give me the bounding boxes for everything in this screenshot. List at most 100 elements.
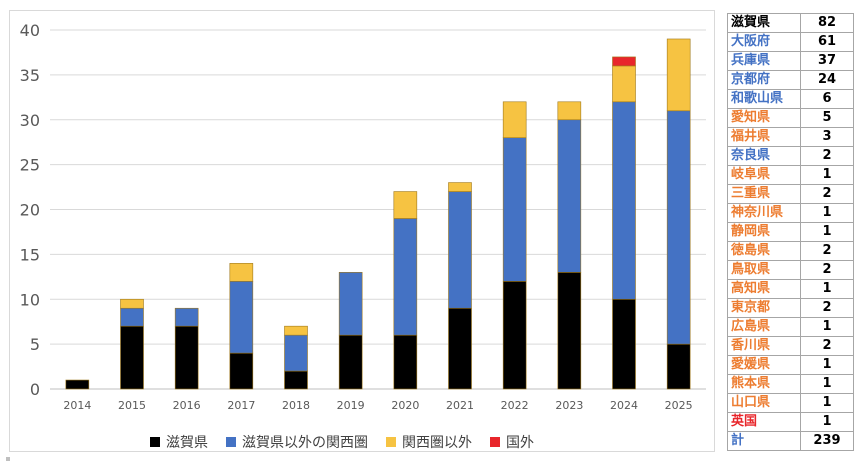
prefecture-count: 37: [800, 51, 854, 71]
x-tick-label: 2024: [610, 399, 638, 412]
bar-segment: [120, 325, 144, 390]
x-tick-label: 2016: [173, 399, 201, 412]
table-row: 徳島県 2: [727, 241, 854, 261]
prefecture-count: 61: [800, 32, 854, 52]
prefecture-count: 1: [800, 355, 854, 375]
legend-label: 滋賀県以外の関西圏: [242, 435, 368, 451]
table-row: 山口県 1: [727, 393, 854, 413]
bar-segment: [557, 101, 582, 121]
x-tick-label: 2014: [63, 399, 91, 412]
bar-segment: [612, 101, 636, 300]
bar-segment: [393, 334, 418, 390]
x-tick-label: 2018: [282, 399, 310, 412]
chart-area: 0 5 10 15 20 25 30 35 40 2014 2015 2016 2017 2018 2019…: [9, 10, 715, 452]
prefecture-count: 1: [800, 317, 854, 337]
prefecture-count: 2: [800, 241, 854, 261]
table-row: 兵庫県 37: [727, 51, 854, 71]
prefecture-name: 福井県: [727, 127, 801, 147]
table-row: 和歌山県 6: [727, 89, 854, 109]
table-row: 神奈川県 1: [727, 203, 854, 223]
table-row: 熊本県 1: [727, 374, 854, 394]
prefecture-name: 愛知県: [727, 108, 801, 128]
prefecture-count: 1: [800, 165, 854, 185]
table-row: 静岡県 1: [727, 222, 854, 242]
bar-segment: [448, 191, 472, 309]
x-tick-label: 2020: [391, 399, 419, 412]
prefecture-name: 山口県: [727, 393, 801, 413]
x-tick-label: 2025: [665, 399, 693, 412]
bar-segment: [229, 280, 254, 354]
prefecture-count: 1: [800, 393, 854, 413]
prefecture-count: 5: [800, 108, 854, 128]
bar-segment: [612, 298, 636, 390]
table-row: 岐阜県 1: [727, 165, 854, 185]
prefecture-count: 2: [800, 336, 854, 356]
x-tick-label: 2019: [337, 399, 365, 412]
bar-segment: [284, 334, 308, 372]
prefecture-name: 英国: [727, 412, 801, 432]
prefecture-name: 熊本県: [727, 374, 801, 394]
bar-segment: [612, 56, 636, 67]
prefecture-name: 和歌山県: [727, 89, 801, 109]
y-tick-label: 5: [30, 335, 40, 354]
prefecture-count: 3: [800, 127, 854, 147]
legend: 滋賀県 滋賀県以外の関西圏 関西圏以外 国外: [150, 431, 710, 453]
prefecture-name: 奈良県: [727, 146, 801, 166]
prefecture-count: 24: [800, 70, 854, 90]
bar-segment: [393, 218, 418, 336]
table-row: 東京都 2: [727, 298, 854, 318]
y-tick-label: 30: [20, 111, 40, 130]
legend-swatch: [150, 437, 160, 447]
prefecture-name: 広島県: [727, 317, 801, 337]
bar-segment: [557, 272, 582, 390]
table-row: 高知県 1: [727, 279, 854, 299]
bar-segment: [666, 38, 691, 112]
prefecture-count: 2: [800, 260, 854, 280]
bar-segment: [229, 352, 254, 390]
prefecture-count: 2: [800, 298, 854, 318]
bar-segment: [502, 280, 527, 390]
prefecture-count: 239: [800, 431, 854, 451]
prefecture-name: 三重県: [727, 184, 801, 204]
table-row: 広島県 1: [727, 317, 854, 337]
bar-segment: [448, 307, 472, 390]
y-tick-label: 35: [20, 66, 40, 85]
bar-segment: [666, 110, 691, 345]
legend-swatch: [490, 437, 500, 447]
prefecture-name: 高知県: [727, 279, 801, 299]
bar-segment: [284, 370, 308, 390]
table-row: 三重県 2: [727, 184, 854, 204]
prefecture-count: 82: [800, 13, 854, 33]
prefecture-name: 香川県: [727, 336, 801, 356]
prefecture-count: 1: [800, 374, 854, 394]
prefecture-name: 大阪府: [727, 32, 801, 52]
bar-segment: [502, 101, 527, 139]
table-row: 香川県 2: [727, 336, 854, 356]
bar-segment: [174, 307, 199, 327]
table-row: 計 239: [727, 431, 854, 451]
bar-segment: [448, 182, 472, 192]
y-tick-label: 15: [20, 245, 40, 264]
prefecture-count: 2: [800, 184, 854, 204]
y-tick-label: 20: [20, 201, 40, 220]
legend-label: 滋賀県: [166, 435, 208, 451]
table-row: 大阪府 61: [727, 32, 854, 52]
corner-mark: [6, 457, 10, 461]
prefecture-name: 計: [727, 431, 801, 451]
prefecture-name: 徳島県: [727, 241, 801, 261]
table-row: 愛知県 5: [727, 108, 854, 128]
x-tick-label: 2017: [227, 399, 255, 412]
x-tick-label: 2023: [555, 399, 583, 412]
bar-segment: [229, 263, 254, 282]
legend-label: 国外: [506, 435, 534, 451]
bar-segment: [666, 343, 691, 390]
legend-item: 滋賀県以外の関西圏: [226, 432, 368, 452]
x-tick-label: 2021: [446, 399, 474, 412]
legend-label: 関西圏以外: [402, 435, 472, 451]
legend-item: 国外: [490, 432, 534, 452]
bar-segment: [174, 325, 199, 390]
table-row: 滋賀県 82: [727, 13, 854, 33]
prefecture-name: 愛媛県: [727, 355, 801, 375]
table-row: 鳥取県 2: [727, 260, 854, 280]
prefecture-count: 1: [800, 222, 854, 242]
